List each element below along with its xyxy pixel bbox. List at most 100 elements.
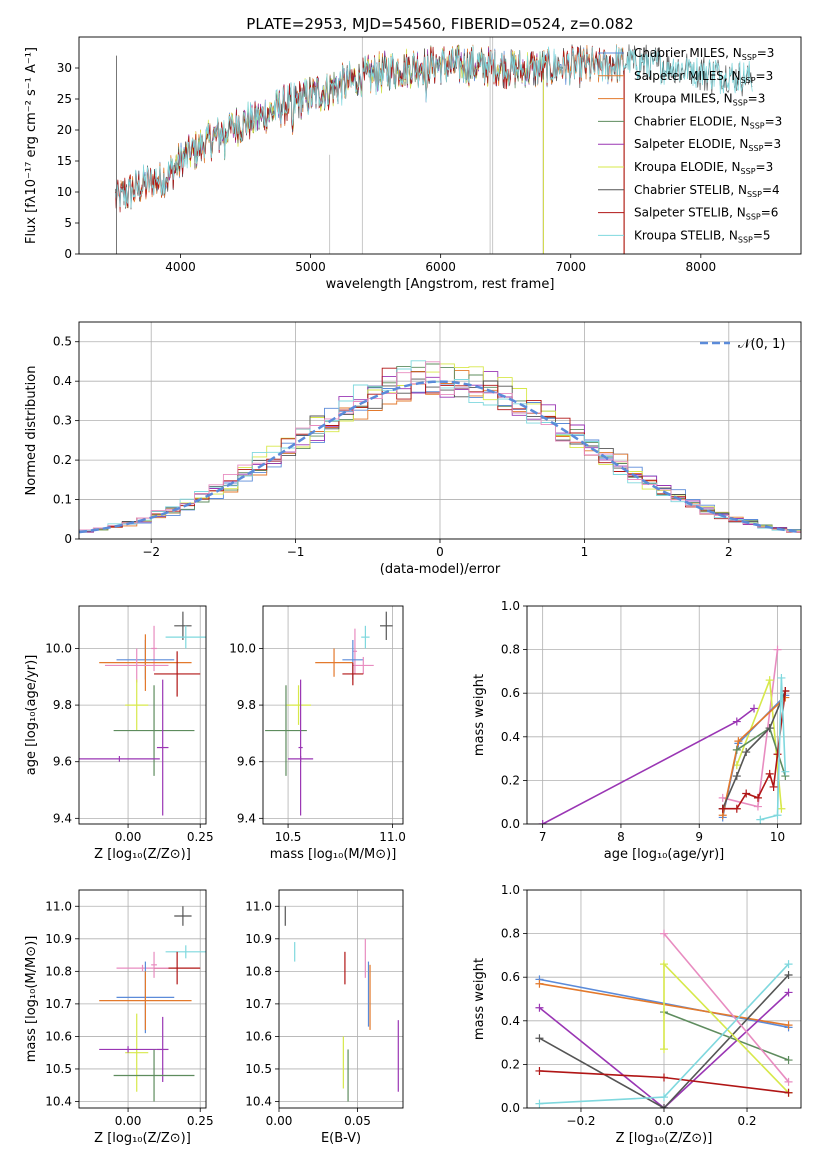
- series-marker: [784, 960, 793, 969]
- y-tick-label: 0.8: [501, 643, 520, 657]
- legend-value: =3: [756, 69, 774, 83]
- y-tick-label: 10.7: [245, 997, 272, 1011]
- series-marker: [784, 1077, 793, 1086]
- series-marker: [756, 815, 765, 824]
- y-tick-label: 0.3: [53, 414, 72, 428]
- x-tick-label: 0.25: [187, 830, 214, 844]
- axes-decor: 0.00 0.05 10.4 10.5 10.6 10.7 10.8 10.9 11.0 E(B-…: [245, 899, 371, 1146]
- errorbar-point: [165, 625, 206, 649]
- y-tick-label: 0: [64, 532, 72, 546]
- spectrum-line: [115, 44, 753, 208]
- series-marker: [777, 673, 786, 682]
- errorbar-point: [174, 611, 192, 640]
- errorbar-point: [342, 662, 364, 686]
- y-tick-label: 10.8: [45, 964, 72, 978]
- x-tick-label: 9: [695, 830, 703, 844]
- y-tick-label: 0.8: [501, 927, 520, 941]
- y-tick-label: 9.8: [237, 698, 256, 712]
- x-axis-label: wavelength [Angstrom, rest frame]: [326, 277, 555, 292]
- series-marker: [765, 676, 774, 685]
- y-tick-label: 9.4: [237, 811, 256, 825]
- panel-mass_vs_Z: 0.00 0.25 10.4 10.5 10.6 10.7 10.8 10.9 11.0 Z [l…: [24, 889, 214, 1146]
- axes-frame: [526, 889, 802, 1109]
- legend-value: =6: [761, 206, 779, 220]
- axes-frame: [78, 605, 207, 825]
- series-marker: [660, 929, 668, 938]
- errorbar-point: [156, 679, 169, 816]
- series-marker: [777, 804, 786, 813]
- errorbar-point: [298, 679, 303, 816]
- legend-value: =3: [763, 137, 781, 151]
- legend-subscript: SSP: [750, 121, 765, 130]
- y-tick-label: 10: [57, 185, 72, 199]
- x-tick-label: 10: [770, 830, 785, 844]
- series-marker: [660, 1093, 668, 1102]
- y-tick-label: 30: [57, 61, 72, 75]
- y-tick-label: 11.0: [45, 899, 72, 913]
- legend-subscript: SSP: [746, 213, 761, 222]
- legend-subscript: SSP: [748, 144, 763, 153]
- x-tick-label: −1: [287, 545, 305, 559]
- series-marker: [535, 1066, 544, 1075]
- series-marker: [535, 1034, 544, 1043]
- errorbar-point: [352, 656, 374, 674]
- axes-frame: [78, 321, 802, 540]
- legend-label: Chabrier ELODIE, NSSP=3: [634, 114, 782, 130]
- legend-value: =4: [762, 183, 780, 197]
- legend-subscript: SSP: [738, 235, 753, 244]
- y-tick-label: 10.5: [245, 1062, 272, 1076]
- x-axis-label: Z [log₁₀(Z/Z⊙)]: [616, 1131, 713, 1146]
- spectrum-line: [120, 44, 624, 209]
- series-marker: [660, 1104, 668, 1108]
- y-tick-label: 10.5: [45, 1062, 72, 1076]
- normal-curve: [79, 380, 801, 534]
- errorbar-point: [113, 685, 195, 776]
- y-tick-label: 0: [64, 247, 72, 261]
- legend-label: Kroupa ELODIE, NSSP=3: [634, 160, 773, 176]
- y-axis-label: age [log₁₀(age/yr)]: [24, 655, 39, 776]
- x-tick-label: 0.2: [737, 1114, 756, 1128]
- legend-label: Chabrier STELIB, NSSP=4: [634, 183, 780, 199]
- axes-frame: [262, 605, 404, 825]
- x-tick-label: 0: [436, 545, 444, 559]
- series-line: [538, 991, 790, 1108]
- series-marker: [753, 802, 762, 811]
- x-tick-label: 0.00: [115, 830, 142, 844]
- series-line: [663, 933, 790, 1083]
- y-tick-label: 0.2: [501, 1057, 520, 1071]
- y-tick-label: 0.0: [501, 817, 520, 831]
- errorbar-point: [156, 1016, 169, 1082]
- series-marker: [784, 971, 793, 980]
- errorbar-point: [288, 756, 314, 762]
- axes-decor: 10.5 11.0 9.4 9.6 9.8 10.0 mass [log₁₀(M/M⊙)]: [229, 641, 406, 862]
- series-marker: [742, 789, 751, 798]
- y-tick-label: 0.6: [501, 686, 520, 700]
- errorbar-point: [99, 971, 192, 1030]
- series-marker: [660, 1073, 668, 1082]
- errorbar-point: [361, 625, 370, 649]
- legend-value: =3: [748, 92, 766, 106]
- x-tick-label: 0.05: [344, 1114, 371, 1128]
- x-axis-label: age [log₁₀(age/yr)]: [604, 847, 725, 862]
- series-marker: [784, 1056, 793, 1065]
- y-tick-label: 11.0: [245, 899, 272, 913]
- series-marker: [765, 769, 774, 778]
- plot-area: [79, 322, 801, 539]
- errorbar-point: [174, 906, 192, 926]
- series-line: [760, 677, 787, 821]
- errorbar-point: [116, 964, 169, 972]
- errorbar-point: [165, 945, 206, 959]
- legend-label: Salpeter STELIB, NSSP=6: [634, 206, 778, 222]
- panel-massweight_vs_age: 7 8 9 10 0.0 0.2 0.4 0.6 0.8 1.0 age [log₁₀(age/yr…: [472, 599, 802, 862]
- series-marker: [750, 704, 759, 713]
- errorbar-point: [113, 1049, 195, 1102]
- plot-area: [79, 606, 206, 824]
- y-axis-label: mass weight: [472, 674, 487, 756]
- series-marker: [732, 804, 741, 813]
- y-tick-label: 10.4: [245, 1094, 272, 1108]
- panel-residuals: −2 −1 0 1 2 0 0.1 0.2 0.3 0.4 0.5 (data-model)/erro…: [24, 321, 802, 577]
- legend-label: Salpeter ELODIE, NSSP=3: [634, 137, 781, 153]
- legend-subscript: SSP: [741, 76, 756, 85]
- errorbar-point: [79, 756, 160, 762]
